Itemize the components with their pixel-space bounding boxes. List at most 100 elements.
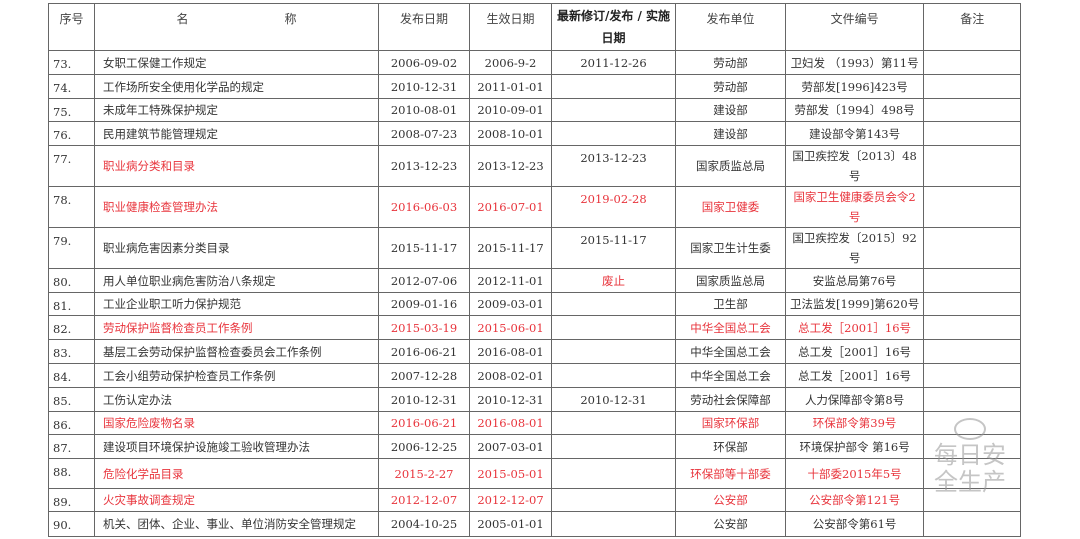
cell-name: 职业病分类和目录: [94, 145, 379, 187]
watermark: 每日安全生产: [930, 418, 1010, 496]
cell-no: 89.: [48, 488, 95, 512]
cell-rev: [551, 363, 676, 388]
cell-doc: 公安部令第121号: [784, 488, 925, 512]
cell-unit: 中华全国总工会: [675, 315, 786, 340]
cell-name: 未成年工特殊保护规定: [94, 98, 379, 122]
cell-eff: 2007-03-01: [469, 434, 552, 459]
table-row: 77. 职业病分类和目录 2013-12-23 2013-12-23 2013-12-2…: [48, 145, 1022, 187]
table-row: 86. 国家危险废物名录 2016-06-21 2016-08-01 国家环保部 环保部令…: [48, 411, 1022, 435]
cell-eff: 2015-11-17: [469, 227, 552, 269]
cell-doc: 人力保障部令第8号: [784, 387, 925, 412]
column-header: 文件编号: [784, 3, 925, 51]
cell-doc: 十部委2015年5号: [784, 458, 925, 489]
cell-pub: 2012-12-07: [378, 488, 470, 512]
cell-eff: 2006-9-2: [469, 50, 552, 75]
cell-eff: 2009-03-01: [469, 292, 552, 316]
table-row: 82. 劳动保护监督检查员工作条例 2015-03-19 2015-06-01 中华全国…: [48, 315, 1022, 340]
cell-doc: 总工发［2001］16号: [784, 315, 925, 340]
table-row: 88. 危险化学品目录 2015-2-27 2015-05-01 环保部等十部委 十部委2…: [48, 458, 1022, 489]
cell-no: 76.: [48, 121, 95, 146]
cell-name: 危险化学品目录: [94, 458, 379, 489]
cell-eff: 2016-08-01: [469, 411, 552, 435]
cell-no: 87.: [48, 434, 95, 459]
column-header: 最新修订/发布 / 实施日期: [551, 3, 676, 51]
cell-unit: 国家质监总局: [675, 145, 786, 187]
column-header: 发布单位: [675, 3, 786, 51]
cell-no: 75.: [48, 98, 95, 122]
cell-pub: 2007-12-28: [378, 363, 470, 388]
cell-pub: 2010-12-31: [378, 74, 470, 99]
cell-name: 建设项目环境保护设施竣工验收管理办法: [94, 434, 379, 459]
cell-no: 88.: [48, 458, 95, 489]
cell-rev: [551, 434, 676, 459]
cell-no: 79.: [48, 227, 95, 269]
cell-rev: 2013-12-23: [551, 145, 676, 187]
cell-unit: 劳动社会保障部: [675, 387, 786, 412]
cell-doc: 国卫疾控发〔2015〕92号: [784, 227, 925, 269]
cell-name: 职业健康检查管理办法: [94, 186, 379, 228]
cell-doc: 安监总局第76号: [784, 268, 925, 293]
cell-no: 85.: [48, 387, 95, 412]
cell-note: [923, 339, 1022, 364]
cell-unit: 环保部: [675, 434, 786, 459]
cell-rev: [551, 98, 676, 122]
cell-eff: 2010-12-31: [469, 387, 552, 412]
cell-doc: 国家卫生健康委员会令2号: [784, 186, 925, 228]
column-header: 发布日期: [378, 3, 470, 51]
cell-name: 民用建筑节能管理规定: [94, 121, 379, 146]
cell-note: [923, 315, 1022, 340]
cell-doc: 建设部令第143号: [784, 121, 925, 146]
cell-pub: 2009-01-16: [378, 292, 470, 316]
cell-rev: 2011-12-26: [551, 50, 676, 75]
cell-rev: [551, 315, 676, 340]
cell-doc: 卫法监发[1999]第620号: [784, 292, 925, 316]
table-row: 90. 机关、团体、企业、事业、单位消防安全管理规定 2004-10-25 2005-…: [48, 511, 1022, 537]
cell-rev: [551, 121, 676, 146]
cell-eff: 2012-12-07: [469, 488, 552, 512]
cell-note: [923, 363, 1022, 388]
cell-pub: 2004-10-25: [378, 511, 470, 537]
cell-name: 火灾事故调查规定: [94, 488, 379, 512]
cell-name: 国家危险废物名录: [94, 411, 379, 435]
cell-rev: [551, 339, 676, 364]
table-row: 89. 火灾事故调查规定 2012-12-07 2012-12-07 公安部 公安部令第1…: [48, 488, 1022, 512]
cell-name: 劳动保护监督检查员工作条例: [94, 315, 379, 340]
table-row: 80. 用人单位职业病危害防治八条规定 2012-07-06 2012-11-01 废止…: [48, 268, 1022, 293]
cell-name: 工业企业职工听力保护规范: [94, 292, 379, 316]
cell-name: 用人单位职业病危害防治八条规定: [94, 268, 379, 293]
table-row: 73. 女职工保健工作规定 2006-09-02 2006-9-2 2011-12-26…: [48, 50, 1022, 75]
cell-unit: 建设部: [675, 98, 786, 122]
cell-eff: 2013-12-23: [469, 145, 552, 187]
cell-note: [923, 121, 1022, 146]
cell-pub: 2006-12-25: [378, 434, 470, 459]
cell-no: 86.: [48, 411, 95, 435]
cell-eff: 2008-02-01: [469, 363, 552, 388]
table-row: 79. 职业病危害因素分类目录 2015-11-17 2015-11-17 2015-1…: [48, 227, 1022, 269]
cell-rev: 2019-02-28: [551, 186, 676, 228]
cell-rev: 2015-11-17: [551, 227, 676, 269]
cell-name: 工伤认定办法: [94, 387, 379, 412]
cell-note: [923, 387, 1022, 412]
table-row: 84. 工会小组劳动保护检查员工作条例 2007-12-28 2008-02-01 中华…: [48, 363, 1022, 388]
cell-no: 78.: [48, 186, 95, 228]
cell-note: [923, 98, 1022, 122]
cell-doc: 环保部令第39号: [784, 411, 925, 435]
cell-rev: 废止: [551, 268, 676, 293]
cell-doc: 劳部发[1996]423号: [784, 74, 925, 99]
cell-no: 77.: [48, 145, 95, 187]
table-row: 85. 工伤认定办法 2010-12-31 2010-12-31 2010-12-31 劳…: [48, 387, 1022, 412]
cell-rev: [551, 458, 676, 489]
cell-no: 90.: [48, 511, 95, 537]
cell-pub: 2013-12-23: [378, 145, 470, 187]
cell-no: 74.: [48, 74, 95, 99]
cell-name: 基层工会劳动保护监督检查委员会工作条例: [94, 339, 379, 364]
wechat-icon: [954, 418, 986, 440]
cell-pub: 2016-06-03: [378, 186, 470, 228]
cell-unit: 国家环保部: [675, 411, 786, 435]
table-row: 87. 建设项目环境保护设施竣工验收管理办法 2006-12-25 2007-03-0…: [48, 434, 1022, 459]
cell-no: 83.: [48, 339, 95, 364]
cell-rev: [551, 74, 676, 99]
cell-pub: 2015-2-27: [378, 458, 470, 489]
cell-doc: 总工发［2001］16号: [784, 339, 925, 364]
column-header: 生效日期: [469, 3, 552, 51]
